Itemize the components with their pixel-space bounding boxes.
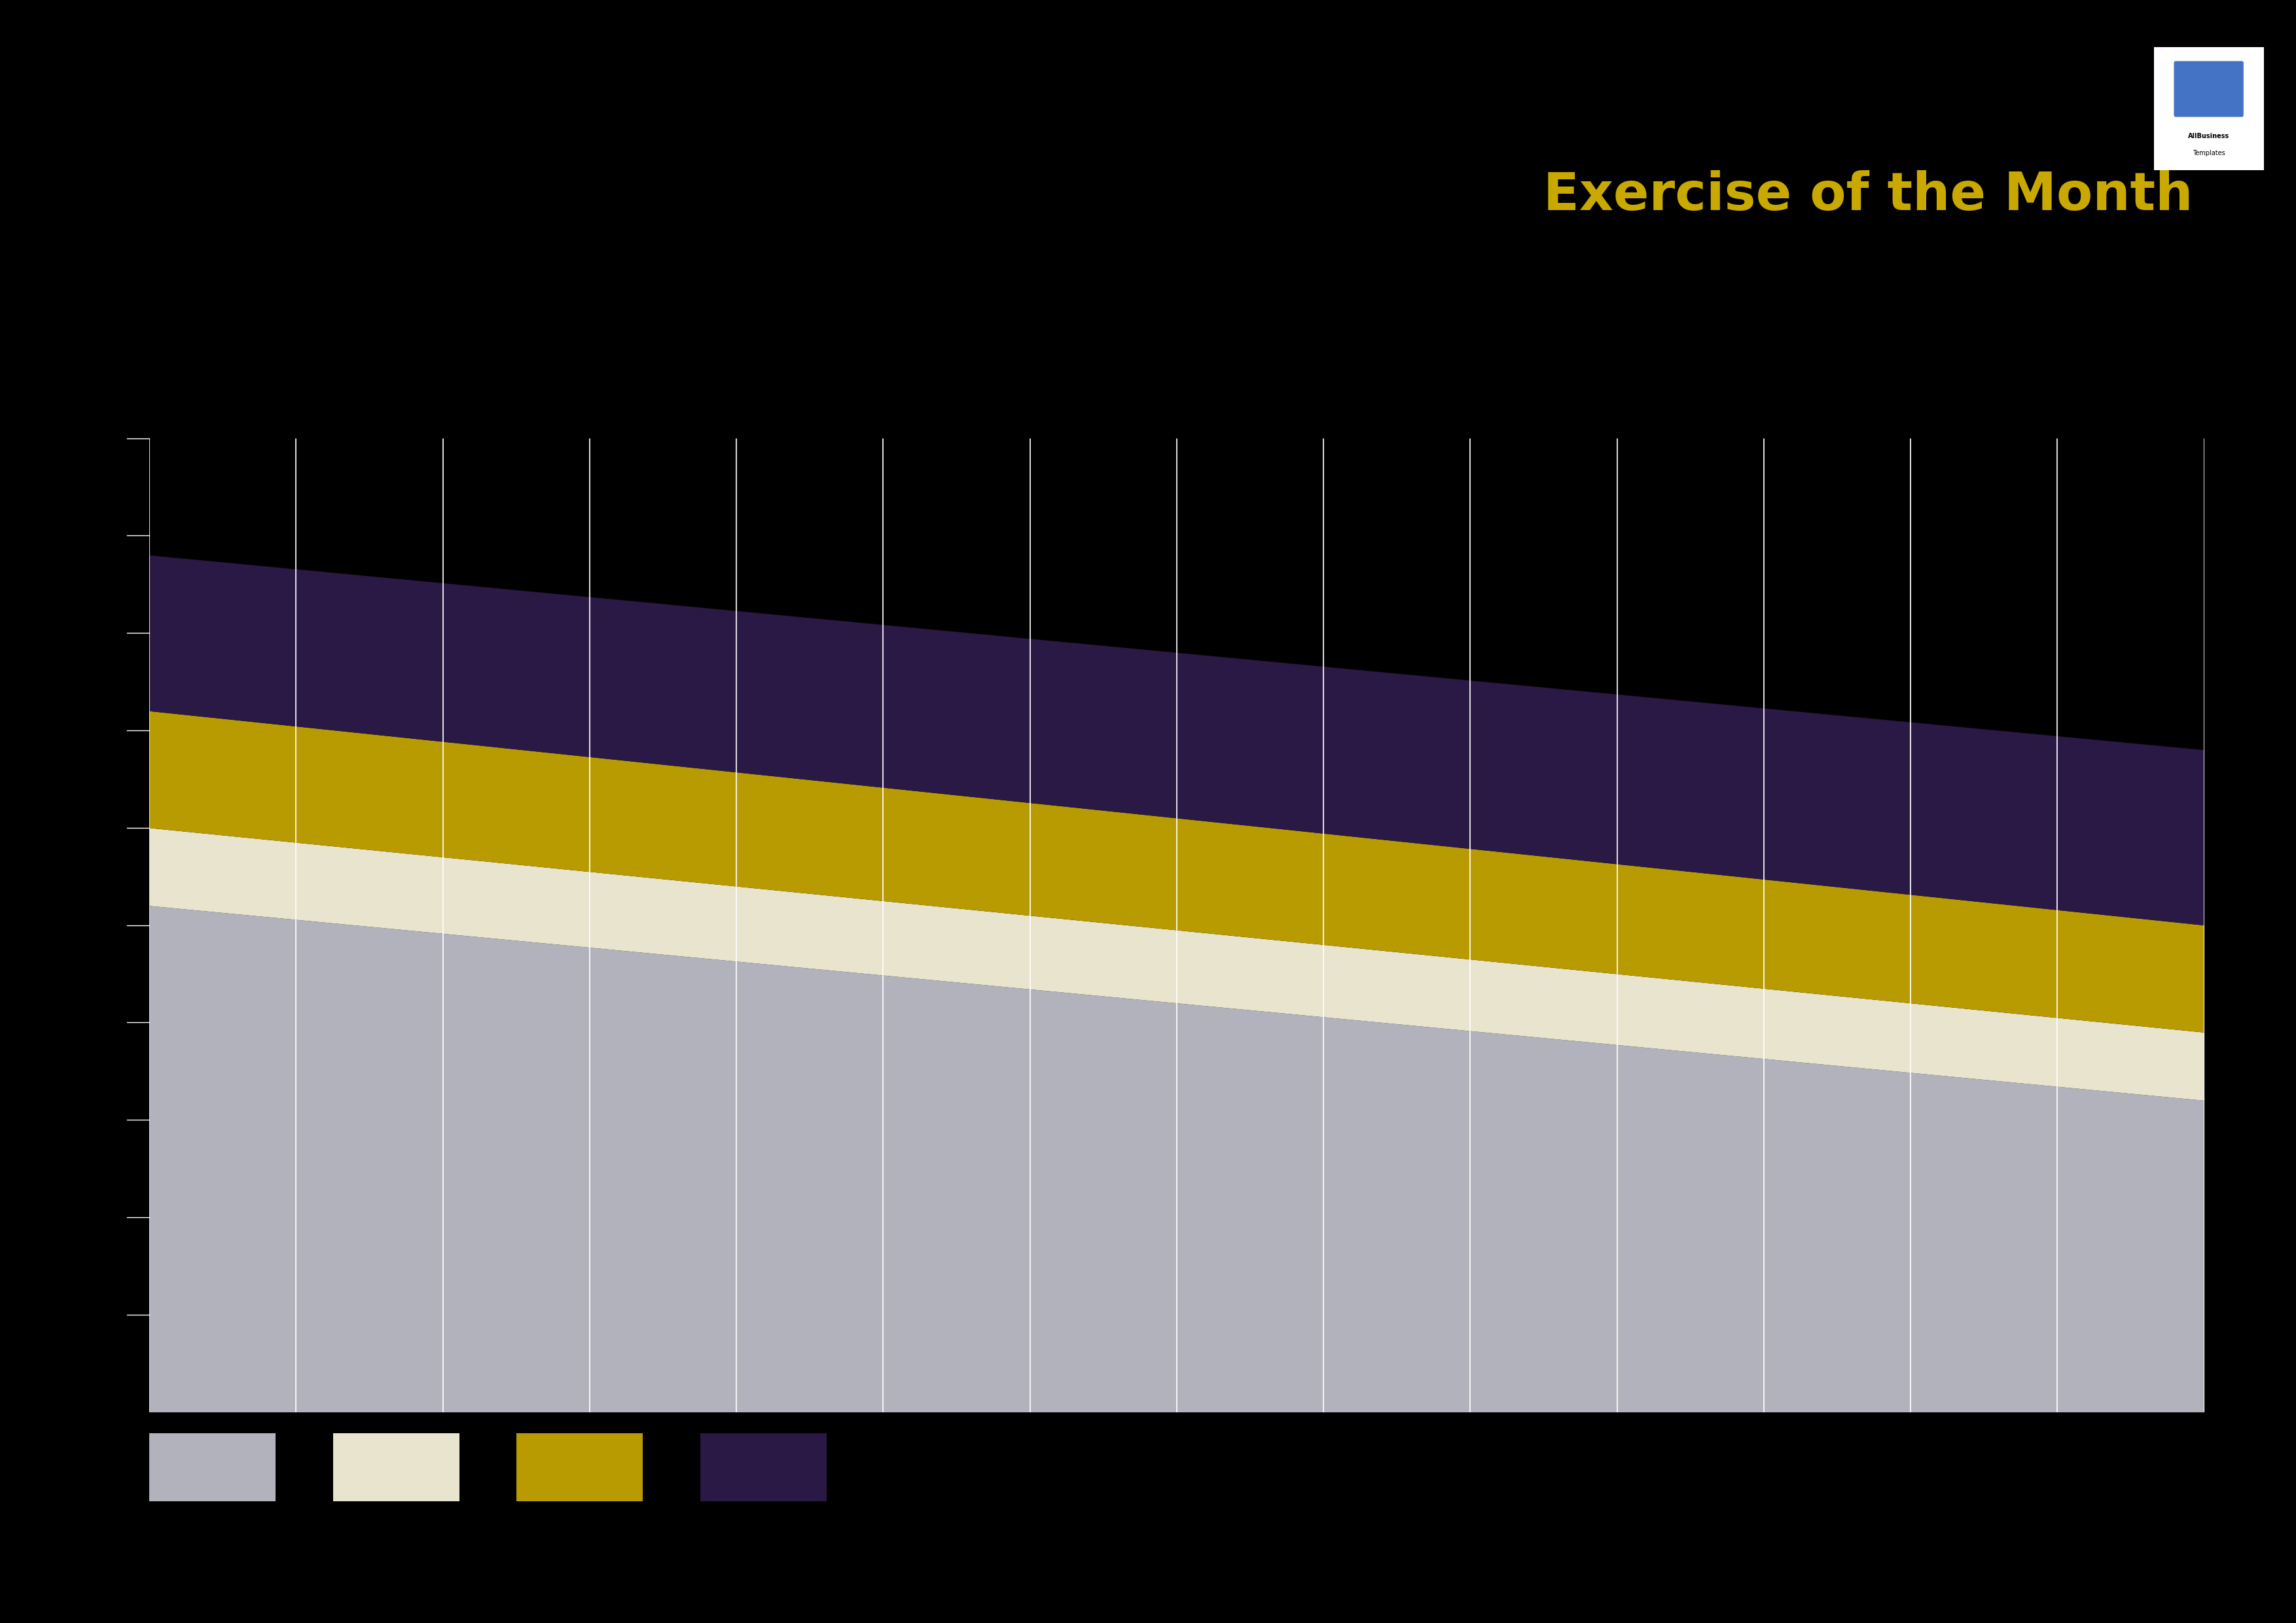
FancyBboxPatch shape — [2174, 60, 2243, 117]
Text: Templates: Templates — [2193, 149, 2225, 156]
Text: AllBusiness: AllBusiness — [2188, 133, 2229, 140]
Text: Exercise of the Month: Exercise of the Month — [1543, 170, 2193, 221]
